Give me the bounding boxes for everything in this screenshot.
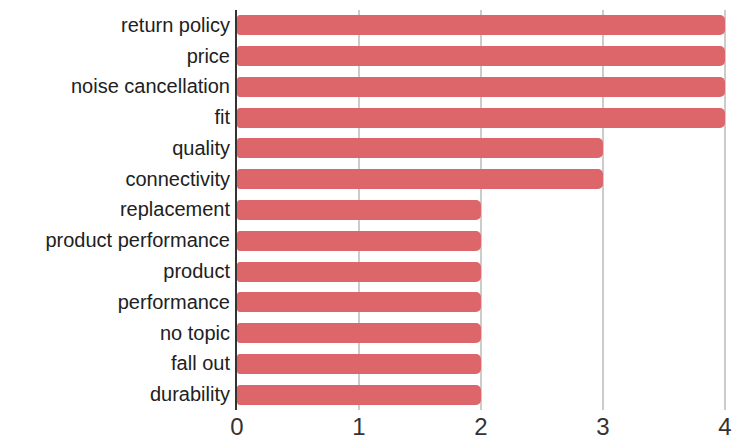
category-label: no topic bbox=[160, 322, 230, 345]
category-label-row: performance bbox=[0, 287, 230, 318]
x-tick-label-1: 1 bbox=[352, 414, 365, 440]
bar-performance bbox=[237, 292, 481, 312]
bar-quality bbox=[237, 138, 603, 158]
bar-no-topic bbox=[237, 323, 481, 343]
category-label-row: return policy bbox=[0, 10, 230, 41]
x-tick-label-0: 0 bbox=[230, 414, 243, 440]
bar-price bbox=[237, 46, 725, 66]
category-label-row: connectivity bbox=[0, 164, 230, 195]
plot-area bbox=[237, 10, 725, 410]
bar-chart: return policy price noise cancellation fit q… bbox=[0, 0, 741, 448]
category-label: return policy bbox=[121, 14, 230, 37]
x-axis-tick-labels: 01234 bbox=[237, 414, 725, 448]
bar-row bbox=[237, 72, 725, 103]
bar-fit bbox=[237, 108, 725, 128]
bar-connectivity bbox=[237, 169, 603, 189]
bar-row bbox=[237, 164, 725, 195]
category-label: performance bbox=[118, 291, 230, 314]
category-label-row: fit bbox=[0, 102, 230, 133]
bar-fall-out bbox=[237, 354, 481, 374]
bar-row bbox=[237, 318, 725, 349]
x-tick-label-4: 4 bbox=[718, 414, 731, 440]
bar-row bbox=[237, 195, 725, 226]
category-label: quality bbox=[172, 137, 230, 160]
bar-row bbox=[237, 41, 725, 72]
bar-return-policy bbox=[237, 15, 725, 35]
bar-row bbox=[237, 287, 725, 318]
x-tick-label-2: 2 bbox=[474, 414, 487, 440]
category-label: price bbox=[187, 45, 230, 68]
category-label: durability bbox=[150, 383, 230, 406]
category-label-row: replacement bbox=[0, 195, 230, 226]
bar-row bbox=[237, 10, 725, 41]
bar-durability bbox=[237, 385, 481, 405]
category-label-row: product performance bbox=[0, 225, 230, 256]
x-tick-label-3: 3 bbox=[596, 414, 609, 440]
category-label: noise cancellation bbox=[71, 75, 230, 98]
bar-row bbox=[237, 102, 725, 133]
category-label: product performance bbox=[45, 229, 230, 252]
category-label-row: no topic bbox=[0, 318, 230, 349]
category-label-row: fall out bbox=[0, 348, 230, 379]
category-label-row: durability bbox=[0, 379, 230, 410]
bar-product bbox=[237, 262, 481, 282]
bar-row bbox=[237, 133, 725, 164]
bar-series bbox=[237, 10, 725, 410]
category-label-row: noise cancellation bbox=[0, 72, 230, 103]
bar-replacement bbox=[237, 200, 481, 220]
bar-noise-cancellation bbox=[237, 77, 725, 97]
bar-row bbox=[237, 225, 725, 256]
bar-product-performance bbox=[237, 231, 481, 251]
bar-row bbox=[237, 256, 725, 287]
category-label: connectivity bbox=[126, 168, 231, 191]
category-label: product bbox=[163, 260, 230, 283]
category-label-row: quality bbox=[0, 133, 230, 164]
category-label-row: price bbox=[0, 41, 230, 72]
bar-row bbox=[237, 348, 725, 379]
y-axis-category-labels: return policy price noise cancellation fit q… bbox=[0, 10, 237, 410]
bar-row bbox=[237, 379, 725, 410]
category-label-row: product bbox=[0, 256, 230, 287]
category-label: fit bbox=[214, 106, 230, 129]
category-label: replacement bbox=[120, 198, 230, 221]
category-label: fall out bbox=[171, 352, 230, 375]
